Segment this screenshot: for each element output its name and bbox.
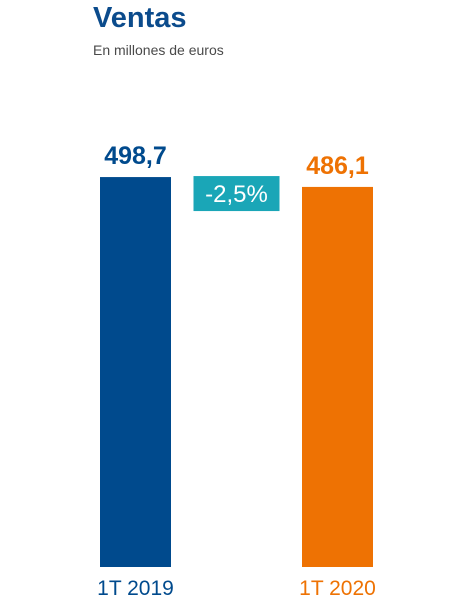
value-label-2: 486,1 <box>306 152 369 180</box>
change-badge <box>193 176 280 212</box>
chart-title: Ventas <box>93 2 187 34</box>
category-label-2: 1T 2020 <box>299 577 376 600</box>
chart-subtitle: En millones de euros <box>93 42 224 58</box>
value-label-1: 498,7 <box>104 142 167 170</box>
category-label-1: 1T 2019 <box>97 577 174 600</box>
bar-2 <box>302 186 373 568</box>
bar-1 <box>100 177 171 567</box>
change-badge-label: -2,5% <box>205 181 268 208</box>
